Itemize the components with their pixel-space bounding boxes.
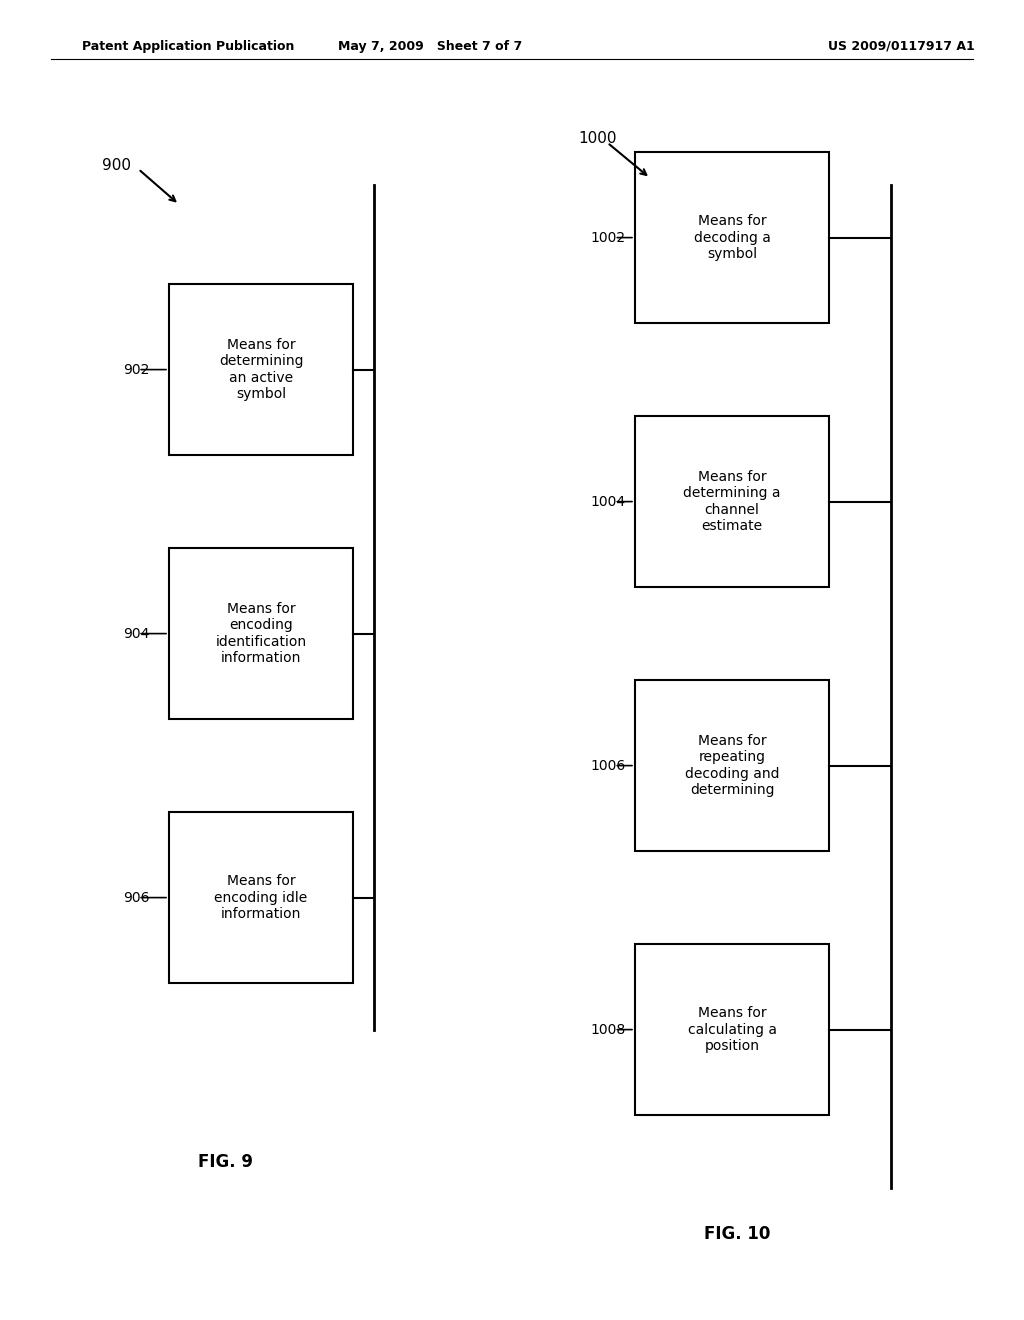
Text: FIG. 9: FIG. 9 — [198, 1152, 253, 1171]
FancyBboxPatch shape — [635, 944, 829, 1115]
FancyBboxPatch shape — [169, 284, 353, 455]
Text: FIG. 10: FIG. 10 — [705, 1225, 770, 1243]
Text: 1000: 1000 — [579, 131, 617, 147]
FancyBboxPatch shape — [169, 548, 353, 719]
Text: 902: 902 — [123, 363, 150, 376]
Text: 906: 906 — [123, 891, 150, 904]
Text: Means for
repeating
decoding and
determining: Means for repeating decoding and determi… — [685, 734, 779, 797]
Text: Means for
encoding
identification
information: Means for encoding identification inform… — [216, 602, 306, 665]
Text: Means for
encoding idle
information: Means for encoding idle information — [214, 874, 308, 921]
Text: Means for
calculating a
position: Means for calculating a position — [688, 1006, 776, 1053]
Text: Means for
determining a
channel
estimate: Means for determining a channel estimate — [683, 470, 781, 533]
Text: US 2009/0117917 A1: US 2009/0117917 A1 — [827, 40, 975, 53]
Text: 900: 900 — [102, 157, 131, 173]
Text: Means for
decoding a
symbol: Means for decoding a symbol — [693, 214, 771, 261]
FancyBboxPatch shape — [635, 680, 829, 851]
FancyBboxPatch shape — [169, 812, 353, 983]
Text: Patent Application Publication: Patent Application Publication — [82, 40, 294, 53]
Text: May 7, 2009   Sheet 7 of 7: May 7, 2009 Sheet 7 of 7 — [338, 40, 522, 53]
Text: 1004: 1004 — [591, 495, 626, 508]
Text: 1006: 1006 — [591, 759, 626, 772]
Text: 1008: 1008 — [591, 1023, 626, 1036]
Text: 904: 904 — [123, 627, 150, 640]
Text: Means for
determining
an active
symbol: Means for determining an active symbol — [219, 338, 303, 401]
FancyBboxPatch shape — [635, 152, 829, 323]
Text: 1002: 1002 — [591, 231, 626, 244]
FancyBboxPatch shape — [635, 416, 829, 587]
